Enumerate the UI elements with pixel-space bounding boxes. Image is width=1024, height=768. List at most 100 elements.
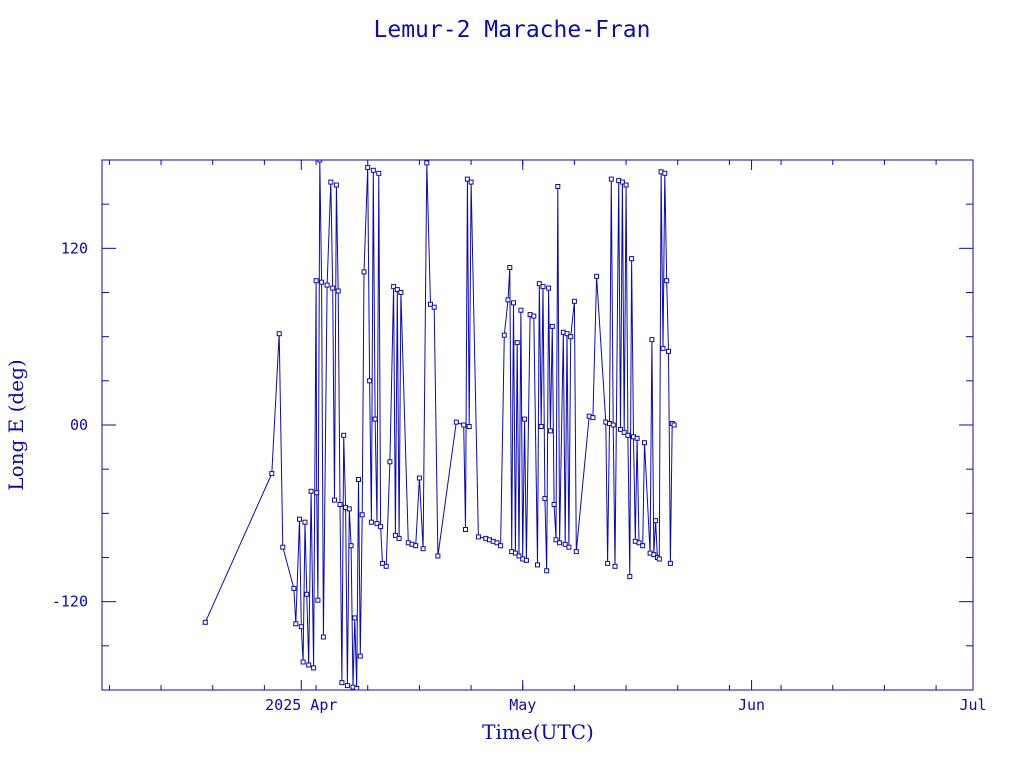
data-point [475, 534, 481, 540]
data-point [391, 284, 397, 290]
data-point [651, 552, 657, 558]
data-point [311, 665, 317, 671]
data-point [314, 490, 320, 496]
data-point [269, 471, 275, 477]
data-point [660, 345, 666, 351]
data-point [516, 553, 522, 559]
data-point [538, 424, 544, 429]
data-point [553, 537, 559, 543]
data-point [313, 278, 319, 284]
data-point [662, 170, 668, 176]
data-point [333, 182, 339, 188]
data-point [671, 422, 677, 428]
data-point [653, 518, 659, 524]
data-point [507, 265, 513, 270]
y-tick-labels: -120 00 120 [52, 239, 88, 610]
data-point [320, 634, 326, 640]
data-point [431, 304, 437, 310]
data-point [317, 160, 323, 163]
data-point [367, 378, 373, 384]
data-point [398, 290, 404, 295]
data-point [512, 550, 518, 556]
data-point [573, 549, 579, 555]
data-point [374, 521, 380, 527]
chart-title: Lemur-2 Marache-Fran [374, 17, 651, 43]
plot-frame [101, 159, 974, 691]
data-point [300, 659, 306, 665]
data-point [344, 683, 350, 689]
data-point [627, 574, 633, 580]
data-point [562, 541, 568, 547]
data-point [656, 556, 662, 562]
data-point [337, 502, 343, 507]
data-point [291, 585, 297, 591]
x-tick-labels: 2025 Apr May Jun Jul [265, 696, 986, 714]
data-point [568, 334, 574, 340]
data-point [463, 527, 468, 532]
y-tick-label: 120 [61, 239, 88, 257]
data-point [376, 170, 382, 176]
data-point [365, 164, 371, 170]
data-point [625, 432, 631, 438]
data-point [594, 273, 600, 279]
data-point [468, 179, 474, 185]
data-point [352, 615, 358, 621]
data-point [536, 281, 542, 287]
data-point [378, 524, 384, 530]
data-point [380, 560, 385, 566]
data-point [297, 516, 302, 522]
data-point [453, 419, 459, 425]
data-point [306, 662, 312, 668]
data-point [518, 307, 524, 313]
data-point [514, 340, 520, 346]
x-tick-label: 2025 Apr [265, 696, 337, 714]
data-point [341, 432, 347, 438]
data-point [348, 543, 354, 549]
axis-ticks [102, 159, 974, 691]
data-point [280, 544, 286, 550]
data-point [531, 313, 537, 319]
data-point [666, 348, 671, 354]
data-point [359, 512, 365, 518]
data-point [564, 331, 570, 337]
data-point [511, 300, 516, 306]
x-axis-label: Time(UTC) [482, 720, 594, 744]
data-point [308, 488, 314, 494]
data-point [667, 560, 673, 566]
data-point [623, 182, 629, 188]
data-point [356, 477, 361, 482]
data-point [649, 337, 655, 343]
y-axis-label: Long E (deg) [4, 359, 28, 490]
data-point [428, 301, 433, 307]
data-point [324, 282, 330, 288]
data-point [618, 426, 623, 432]
data-point [435, 553, 441, 559]
data-point [535, 562, 540, 568]
data-point [501, 332, 507, 338]
data-point [636, 540, 642, 546]
data-point [396, 535, 402, 541]
data-point [357, 653, 363, 659]
data-point [566, 544, 572, 550]
data-point [368, 519, 374, 525]
data-point [413, 543, 419, 549]
y-tick-label: -120 [52, 593, 88, 611]
series-marker-group [202, 160, 677, 690]
data-point [640, 543, 646, 549]
data-point [461, 422, 467, 428]
data-point [608, 176, 614, 182]
data-point [590, 415, 596, 421]
data-point [328, 179, 334, 185]
data-point [330, 285, 336, 291]
data-point [372, 416, 378, 422]
data-point [335, 288, 341, 294]
data-point [315, 597, 321, 603]
x-tick-label: May [509, 696, 536, 714]
data-point [424, 160, 430, 166]
data-point [664, 278, 670, 284]
data-point [571, 298, 577, 304]
data-point [319, 279, 325, 285]
data-point [621, 429, 627, 435]
data-point [498, 543, 504, 549]
data-point [505, 297, 511, 303]
